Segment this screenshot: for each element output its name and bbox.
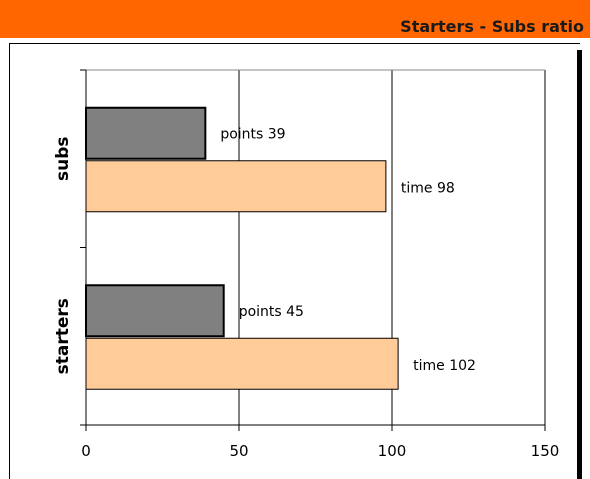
x-tick-label: 0 <box>81 442 91 460</box>
bar-points-starters <box>85 284 225 338</box>
x-tick-label: 100 <box>378 442 407 460</box>
header-bar: Starters - Subs ratio <box>0 0 590 38</box>
category-label-subs: subs <box>53 136 73 181</box>
bar-points-subs <box>85 106 207 160</box>
bar-time-starters <box>85 337 399 390</box>
chart-frame-shadow <box>577 50 582 479</box>
bar-time-subs <box>85 160 387 213</box>
x-tick-label: 50 <box>229 442 248 460</box>
category-label-starters: starters <box>53 298 73 374</box>
data-label-time-starters: time 102 <box>413 358 476 374</box>
data-label-points-starters: points 45 <box>239 304 304 320</box>
data-label-points-subs: points 39 <box>220 126 285 142</box>
chart-frame <box>9 43 580 479</box>
chart-title: Starters - Subs ratio <box>400 17 584 36</box>
data-label-time-subs: time 98 <box>401 180 455 196</box>
x-tick-label: 150 <box>531 442 560 460</box>
